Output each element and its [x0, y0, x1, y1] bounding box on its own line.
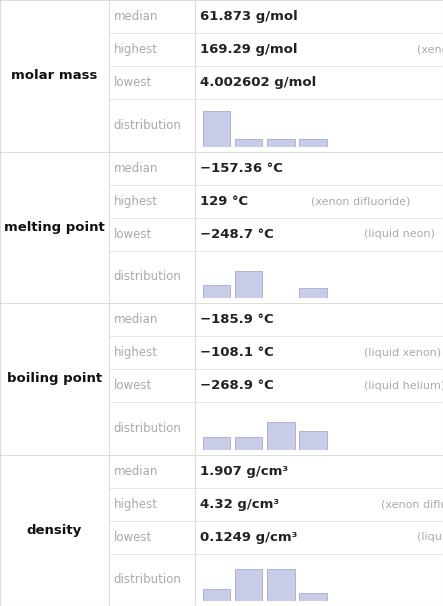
Text: 0.1249 g/cm³: 0.1249 g/cm³: [200, 531, 298, 544]
Text: −185.9 °C: −185.9 °C: [200, 313, 274, 326]
Bar: [235, 437, 262, 450]
Text: 129 °C: 129 °C: [200, 195, 258, 208]
Text: highest: highest: [114, 195, 158, 208]
Text: −108.1 °C: −108.1 °C: [200, 346, 283, 359]
Text: (xenon difluoride): (xenon difluoride): [381, 499, 443, 509]
Text: (liquid xenon): (liquid xenon): [364, 348, 441, 358]
Bar: [267, 422, 295, 450]
Text: distribution: distribution: [114, 573, 182, 587]
Bar: [267, 570, 295, 601]
Text: −248.7 °C: −248.7 °C: [200, 228, 274, 241]
Bar: [299, 139, 327, 147]
Bar: [299, 288, 327, 298]
Text: melting point: melting point: [4, 221, 105, 234]
Text: (liquid helium): (liquid helium): [417, 532, 443, 542]
Text: (xenon difluoride): (xenon difluoride): [417, 45, 443, 55]
Text: lowest: lowest: [114, 379, 152, 392]
Text: lowest: lowest: [114, 76, 152, 89]
Bar: [299, 431, 327, 450]
Text: molar mass: molar mass: [11, 69, 97, 82]
Text: lowest: lowest: [114, 228, 152, 241]
Text: (xenon difluoride): (xenon difluoride): [311, 196, 410, 206]
Bar: [299, 593, 327, 601]
Bar: [235, 271, 262, 298]
Text: lowest: lowest: [114, 531, 152, 544]
Bar: [235, 570, 262, 601]
Text: median: median: [114, 465, 158, 478]
Bar: [235, 139, 262, 147]
Text: median: median: [114, 10, 158, 23]
Bar: [202, 111, 230, 147]
Text: highest: highest: [114, 346, 158, 359]
Bar: [202, 437, 230, 450]
Text: median: median: [114, 162, 158, 175]
Text: 61.873 g/mol: 61.873 g/mol: [200, 10, 298, 23]
Text: distribution: distribution: [114, 119, 182, 132]
Text: distribution: distribution: [114, 422, 182, 435]
Bar: [202, 285, 230, 298]
Text: boiling point: boiling point: [7, 372, 102, 385]
Text: density: density: [27, 524, 82, 537]
Text: −157.36 °C: −157.36 °C: [200, 162, 283, 175]
Text: highest: highest: [114, 498, 158, 511]
Bar: [267, 139, 295, 147]
Text: highest: highest: [114, 43, 158, 56]
Text: 4.002602 g/mol: 4.002602 g/mol: [200, 76, 316, 89]
Text: distribution: distribution: [114, 270, 182, 284]
Text: (liquid neon): (liquid neon): [364, 229, 435, 239]
Bar: [202, 589, 230, 601]
Text: (liquid helium): (liquid helium): [364, 381, 443, 391]
Text: median: median: [114, 313, 158, 326]
Text: −268.9 °C: −268.9 °C: [200, 379, 274, 392]
Text: 1.907 g/cm³: 1.907 g/cm³: [200, 465, 288, 478]
Text: 4.32 g/cm³: 4.32 g/cm³: [200, 498, 288, 511]
Text: 169.29 g/mol: 169.29 g/mol: [200, 43, 307, 56]
